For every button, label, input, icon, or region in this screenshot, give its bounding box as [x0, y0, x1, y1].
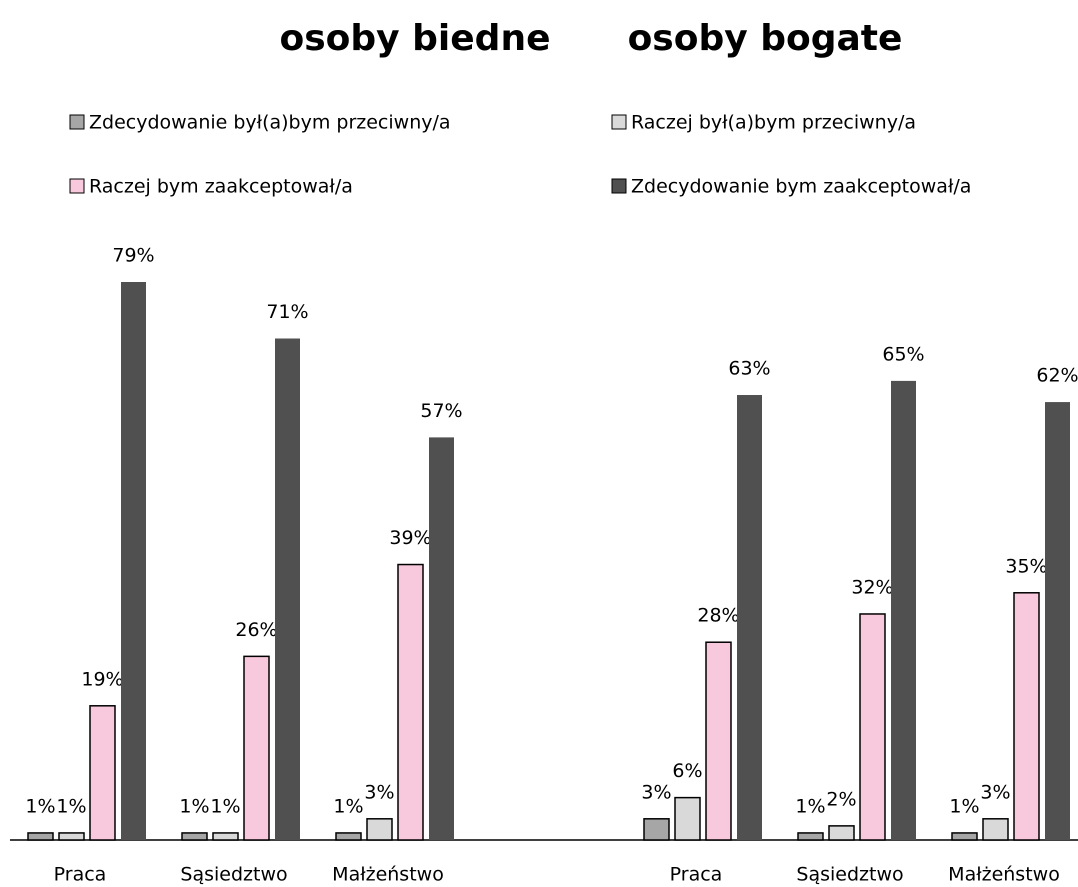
x-tick-label: Małżeństwo	[332, 864, 444, 886]
bar	[674, 796, 701, 841]
data-label: 35%	[1005, 555, 1047, 577]
bar	[27, 832, 54, 841]
data-label: 1%	[179, 795, 209, 817]
data-label: 57%	[420, 400, 462, 422]
bar	[1045, 402, 1070, 840]
bar	[797, 832, 824, 841]
x-tick-label: Sąsiedztwo	[180, 864, 287, 886]
data-label: 71%	[266, 301, 308, 323]
x-tick-label: Małżeństwo	[948, 864, 1060, 886]
data-label: 1%	[949, 795, 979, 817]
bar	[859, 613, 886, 841]
data-label: 28%	[697, 605, 739, 627]
chart-title: osoby bogate	[628, 18, 903, 59]
bar	[397, 563, 424, 841]
bar	[89, 705, 116, 841]
data-label: 79%	[112, 245, 154, 267]
chart-title: osoby biedne	[279, 18, 550, 59]
data-label: 6%	[672, 760, 702, 782]
legend-swatch	[611, 178, 627, 194]
data-label: 1%	[795, 795, 825, 817]
bar	[643, 818, 670, 841]
bar	[366, 818, 393, 841]
bar	[1013, 592, 1040, 841]
data-label: 26%	[235, 619, 277, 641]
legend-swatch	[611, 114, 627, 130]
bar	[121, 282, 146, 840]
bar	[891, 380, 916, 840]
bar	[982, 818, 1009, 841]
data-label: 19%	[81, 668, 123, 690]
data-label: 3%	[641, 781, 671, 803]
bar	[212, 832, 239, 841]
x-tick-label: Sąsiedztwo	[796, 864, 903, 886]
legend-label: Zdecydowanie był(a)bym przeciwny/a	[89, 112, 451, 134]
data-label: 3%	[364, 781, 394, 803]
data-label: 63%	[728, 358, 770, 380]
data-label: 1%	[333, 795, 363, 817]
x-tick-label: Praca	[670, 864, 723, 886]
bar	[705, 641, 732, 841]
data-label: 62%	[1036, 365, 1078, 387]
data-label: 1%	[56, 795, 86, 817]
data-label: 1%	[210, 795, 240, 817]
bar	[429, 437, 454, 840]
bar	[181, 832, 208, 841]
data-label: 1%	[25, 795, 55, 817]
legend-swatch	[69, 114, 85, 130]
legend-label: Raczej był(a)bym przeciwny/a	[631, 112, 916, 134]
x-tick-label: Praca	[54, 864, 107, 886]
bar	[243, 655, 270, 841]
data-label: 32%	[851, 576, 893, 598]
legend-label: Raczej bym zaakceptował/a	[89, 176, 353, 198]
data-label: 2%	[826, 788, 856, 810]
data-label: 3%	[980, 781, 1010, 803]
data-label: 39%	[389, 527, 431, 549]
bar	[951, 832, 978, 841]
bar	[275, 338, 300, 840]
legend-label: Zdecydowanie bym zaakceptował/a	[631, 176, 971, 198]
data-label: 65%	[882, 343, 924, 365]
legend-swatch	[69, 178, 85, 194]
bar	[828, 825, 855, 841]
bar	[737, 395, 762, 840]
bar	[335, 832, 362, 841]
bar	[58, 832, 85, 841]
